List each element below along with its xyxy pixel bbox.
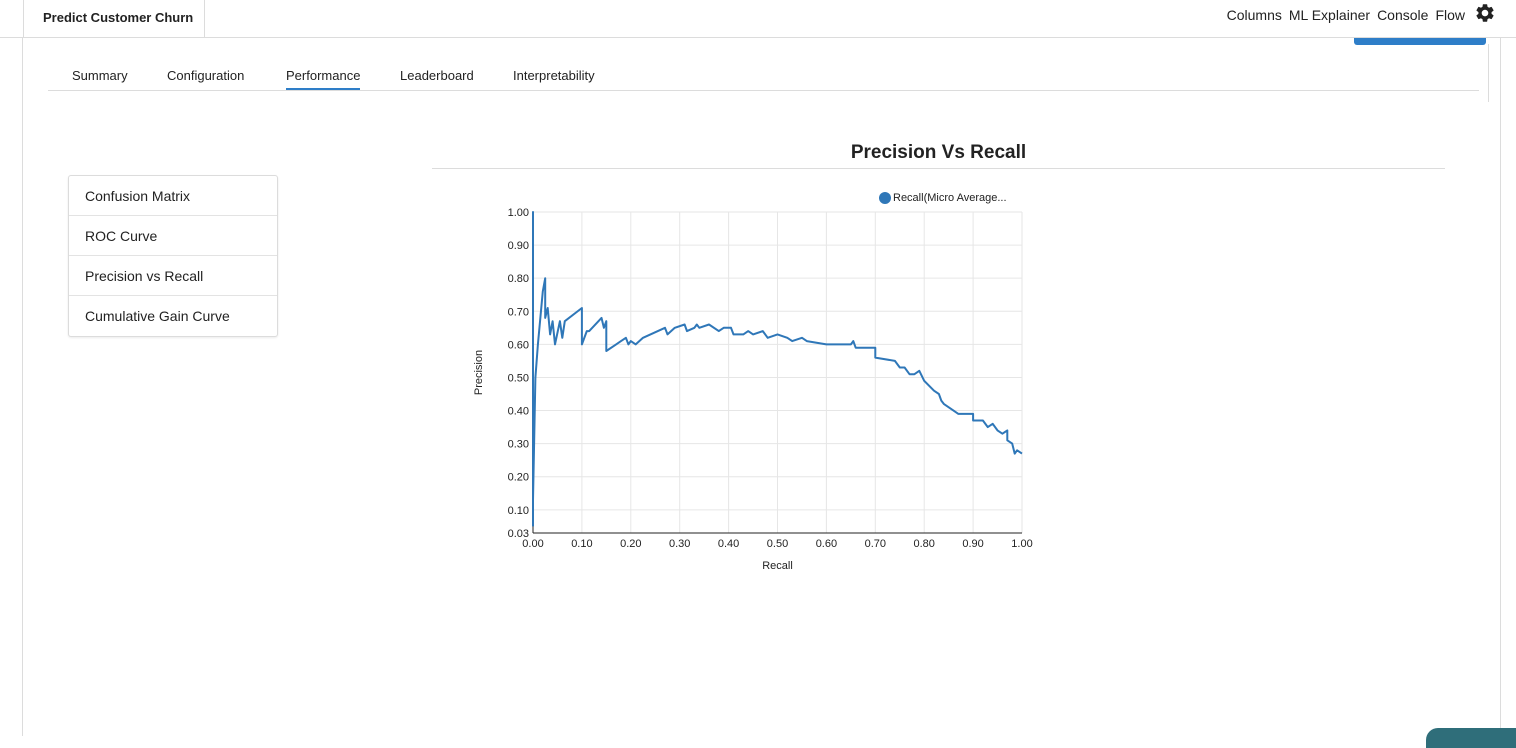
help-button[interactable] (1426, 728, 1516, 748)
y-tick-label: 1.00 (508, 207, 529, 219)
y-tick-label: 0.30 (508, 439, 529, 451)
menu-item-confusion-matrix[interactable]: Confusion Matrix (69, 176, 277, 216)
menu-item-roc-curve[interactable]: ROC Curve (69, 216, 277, 256)
x-tick-label: 0.10 (571, 538, 592, 550)
x-tick-label: 0.70 (865, 538, 886, 550)
x-axis-title: Recall (762, 560, 793, 572)
y-axis-title: Precision (473, 350, 485, 395)
tab-configuration[interactable]: Configuration (167, 68, 245, 83)
nav-ml-explainer[interactable]: ML Explainer (1288, 7, 1371, 23)
y-tick-label: 0.50 (508, 372, 529, 384)
y-tick-label: 0.03 (508, 528, 529, 540)
gear-icon[interactable] (1474, 2, 1496, 24)
legend-label: Recall(Micro Average... (893, 192, 1007, 204)
nav-console[interactable]: Console (1377, 7, 1429, 23)
legend-marker (879, 192, 891, 204)
tab-bar: Summary Configuration Performance Leader… (48, 60, 1479, 91)
x-tick-label: 0.30 (669, 538, 690, 550)
performance-menu: Confusion Matrix ROC Curve Precision vs … (68, 175, 278, 337)
nav-columns[interactable]: Columns (1226, 7, 1282, 23)
y-tick-label: 0.60 (508, 339, 529, 351)
x-tick-label: 0.20 (620, 538, 641, 550)
x-tick-label: 0.80 (913, 538, 934, 550)
menu-item-precision-vs-recall[interactable]: Precision vs Recall (69, 256, 277, 296)
divider (1488, 44, 1489, 102)
y-tick-label: 0.90 (508, 240, 529, 252)
series-line (532, 211, 1023, 527)
chart-title: Precision Vs Recall (850, 142, 1027, 163)
tab-summary[interactable]: Summary (72, 68, 128, 83)
x-tick-label: 0.90 (962, 538, 983, 550)
x-tick-label: 0.40 (718, 538, 739, 550)
menu-item-cumulative-gain-curve[interactable]: Cumulative Gain Curve (85, 308, 230, 324)
x-tick-label: 0.60 (816, 538, 837, 550)
tab-performance[interactable]: Performance (286, 68, 361, 90)
x-tick-label: 1.00 (1011, 538, 1032, 550)
top-nav: Columns ML Explainer Console Flow (1227, 0, 1496, 30)
primary-action-button[interactable] (1354, 38, 1486, 45)
precision-recall-chart: 0.00 0.10 0.20 0.30 0.40 0.50 0.60 0.70 0.80 0.90… (473, 192, 1033, 572)
top-bar: Predict Customer Churn Columns ML Explai… (0, 0, 1516, 38)
chart-title-divider (432, 168, 1445, 169)
y-tick-label: 0.10 (508, 505, 529, 517)
tab-leaderboard[interactable]: Leaderboard (400, 68, 474, 83)
y-tick-label: 0.80 (508, 273, 529, 285)
x-tick-label: 0.50 (767, 538, 788, 550)
y-tick-label: 0.20 (508, 472, 529, 484)
content-frame (22, 38, 1501, 736)
x-tick-label: 0.00 (522, 538, 543, 550)
project-title: Predict Customer Churn (23, 0, 205, 38)
y-tick-label: 0.70 (508, 306, 529, 318)
y-tick-label: 0.40 (508, 406, 529, 418)
nav-flow[interactable]: Flow (1435, 7, 1465, 23)
tab-interpretability[interactable]: Interpretability (513, 68, 595, 83)
